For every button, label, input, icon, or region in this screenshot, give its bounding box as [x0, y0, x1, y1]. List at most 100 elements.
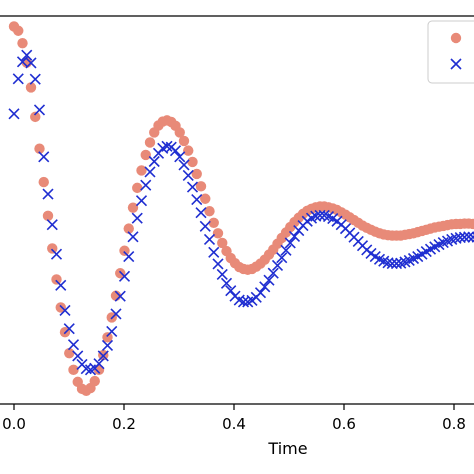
x-point [267, 267, 279, 279]
circle-point [140, 149, 151, 161]
x-point [237, 296, 250, 308]
x-point [169, 145, 182, 157]
x-point [114, 290, 126, 302]
x-point [195, 207, 207, 219]
circle-point [64, 347, 75, 359]
x-point [463, 231, 474, 243]
x-point [318, 209, 330, 221]
x-point [25, 57, 37, 69]
circle-point [208, 217, 219, 229]
x-point [458, 231, 471, 243]
x-point [118, 270, 131, 282]
x-axis-label: Time [267, 439, 307, 458]
circle-point [123, 223, 134, 234]
circle-point [191, 168, 202, 180]
x-point [271, 259, 284, 272]
data-points [8, 21, 474, 397]
circle-point [119, 245, 130, 256]
x-point [106, 325, 118, 338]
x-point [390, 257, 403, 270]
circle-point [212, 228, 224, 239]
x-point [144, 166, 156, 178]
x-point [135, 195, 148, 207]
x-point [446, 233, 458, 246]
x-tick-label: 0.0 [2, 415, 26, 433]
circle-point [34, 143, 45, 154]
circle-point [115, 268, 126, 279]
circle-point [178, 135, 190, 147]
x-tick-label: 0.8 [442, 415, 466, 433]
x-point [220, 277, 233, 289]
x-point [8, 108, 20, 120]
x-point [216, 268, 228, 280]
circle-point [30, 111, 41, 123]
circle-point [217, 237, 228, 249]
x-point [203, 233, 216, 246]
circle-point [132, 182, 143, 194]
circle-point [25, 82, 37, 93]
x-axis: 0.0 0.2 0.4 0.6 0.8 [2, 404, 466, 433]
circle-point [144, 137, 156, 148]
x-point [93, 358, 105, 370]
series-2 [8, 49, 474, 376]
x-point [284, 237, 296, 249]
circle-point [102, 332, 113, 343]
x-point [467, 231, 474, 243]
x-point [127, 231, 139, 243]
x-point [254, 287, 267, 299]
x-point [110, 308, 122, 320]
x-point [259, 281, 271, 293]
x-point [208, 246, 220, 258]
legend-box [427, 20, 474, 84]
circle-point [55, 302, 66, 313]
x-point [386, 257, 398, 270]
circle-point [204, 205, 215, 217]
legend-marker-circle [450, 32, 462, 44]
circle-point [47, 243, 58, 254]
circle-point [68, 364, 79, 376]
x-point [131, 212, 143, 224]
x-point [148, 155, 160, 168]
x-point [395, 257, 407, 269]
x-point [276, 252, 288, 264]
x-point [288, 230, 301, 242]
x-point [123, 250, 135, 263]
x-point [67, 339, 80, 351]
x-point [46, 219, 58, 231]
plot-frame [0, 15, 474, 405]
x-point [21, 49, 33, 61]
x-point [50, 248, 63, 260]
x-point [59, 304, 71, 317]
legend-marker-x [450, 58, 462, 70]
x-tick-label: 0.2 [112, 415, 136, 433]
x-point [55, 279, 67, 291]
x-point [12, 73, 24, 85]
x-point [97, 350, 109, 362]
x-point [182, 169, 194, 182]
x-point [101, 339, 114, 351]
x-point [63, 323, 75, 335]
x-point [212, 258, 224, 270]
x-point [186, 181, 199, 193]
x-point [178, 159, 190, 171]
x-point [42, 188, 54, 200]
legend [427, 20, 474, 84]
x-point [72, 350, 84, 362]
circle-point [127, 202, 139, 213]
x-point [263, 274, 275, 286]
x-point [33, 104, 46, 116]
x-point [174, 151, 186, 163]
circle-point [200, 193, 211, 204]
circle-point [13, 25, 24, 36]
circle-point [195, 181, 207, 192]
x-tick-label: 0.6 [332, 415, 356, 433]
circle-point [89, 375, 100, 387]
circle-point [17, 37, 28, 49]
x-point [140, 179, 152, 191]
circle-point [174, 127, 185, 138]
circle-point [183, 145, 194, 156]
x-point [225, 285, 237, 297]
x-point [161, 140, 173, 152]
circle-point [51, 274, 62, 285]
